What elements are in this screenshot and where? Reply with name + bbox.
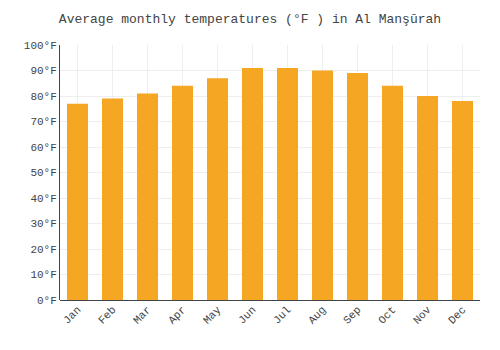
svg-text:10°F: 10°F [30, 269, 56, 281]
svg-text:30°F: 30°F [30, 218, 56, 230]
svg-text:Oct: Oct [376, 304, 398, 326]
svg-text:Mar: Mar [131, 304, 153, 326]
svg-text:Feb: Feb [96, 304, 118, 326]
svg-text:90°F: 90°F [30, 65, 56, 77]
svg-text:Jan: Jan [61, 304, 83, 326]
svg-text:20°F: 20°F [30, 244, 56, 256]
svg-text:Nov: Nov [411, 304, 434, 327]
svg-text:Aug: Aug [306, 304, 328, 326]
svg-text:40°F: 40°F [30, 193, 56, 205]
svg-text:100°F: 100°F [24, 40, 57, 52]
svg-text:0°F: 0°F [37, 295, 57, 307]
svg-text:50°F: 50°F [30, 167, 56, 179]
svg-text:Sep: Sep [341, 304, 363, 326]
svg-text:May: May [201, 304, 224, 327]
svg-text:Jul: Jul [271, 304, 293, 326]
svg-text:70°F: 70°F [30, 116, 56, 128]
svg-text:Dec: Dec [446, 304, 468, 326]
svg-text:Average monthly temperatures (: Average monthly temperatures (°F ) in Al… [59, 12, 441, 27]
svg-text:Apr: Apr [166, 304, 188, 326]
svg-text:80°F: 80°F [30, 91, 56, 103]
svg-text:60°F: 60°F [30, 142, 56, 154]
svg-text:Jun: Jun [236, 304, 258, 326]
